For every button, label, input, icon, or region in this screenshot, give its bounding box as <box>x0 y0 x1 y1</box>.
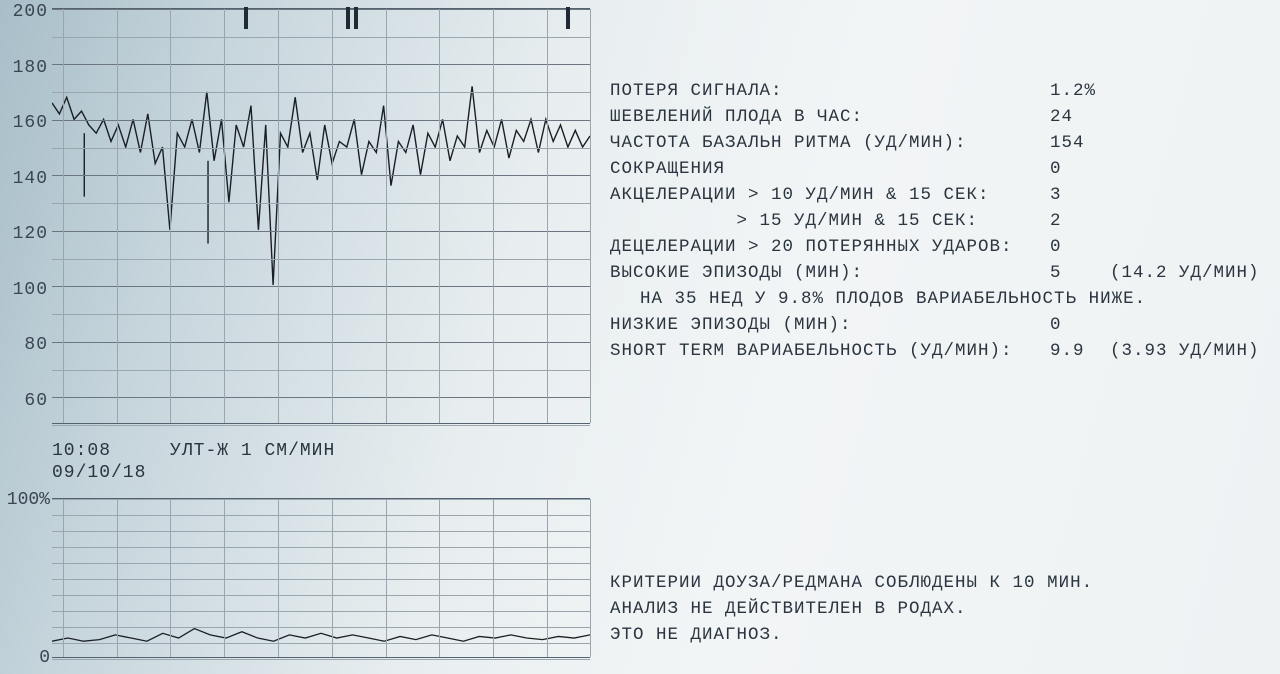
result-value: 3 <box>1050 182 1110 208</box>
result-extra <box>1110 130 1260 156</box>
result-row: ПОТЕРЯ СИГНАЛА:1.2% <box>610 78 1270 104</box>
result-label: ЧАСТОТА БАЗАЛЬН РИТМА (УД/МИН): <box>610 130 1050 156</box>
footer-line: АНАЛИЗ НЕ ДЕЙСТВИТЕЛЕН В РОДАХ. <box>610 596 1270 622</box>
result-extra: (14.2 УД/МИН) <box>1110 260 1260 286</box>
result-row: ВЫСОКИЕ ЭПИЗОДЫ (МИН):5(14.2 УД/МИН) <box>610 260 1270 286</box>
result-value: 1.2% <box>1050 78 1110 104</box>
result-value: 0 <box>1050 156 1110 182</box>
result-value: 24 <box>1050 104 1110 130</box>
ctg-printout: 200 180 160 140 120 100 80 60 10:08 УЛТ-… <box>0 0 1280 674</box>
event-tick <box>566 7 570 29</box>
ylabel: 200 <box>6 2 48 22</box>
ylabel: 180 <box>6 58 48 78</box>
footer-line: КРИТЕРИИ ДОУЗА/РЕДМАНА СОБЛЮДЕНЫ К 10 МИ… <box>610 570 1270 596</box>
charts-column: 200 180 160 140 120 100 80 60 10:08 УЛТ-… <box>0 0 600 674</box>
result-label: > 15 УД/МИН & 15 СЕК: <box>610 208 1050 234</box>
result-extra <box>1110 312 1260 338</box>
fhr-trace <box>52 9 590 423</box>
ylabel: 100 <box>6 280 48 300</box>
toco-chart <box>52 498 590 658</box>
footer-line: ЭТО НЕ ДИАГНОЗ. <box>610 622 1270 648</box>
recording-mode: УЛТ-Ж 1 СМ/МИН <box>170 441 335 461</box>
result-row: НИЗКИЕ ЭПИЗОДЫ (МИН):0 <box>610 312 1270 338</box>
result-row: > 15 УД/МИН & 15 СЕК:2 <box>610 208 1270 234</box>
result-row: SHORT TERM ВАРИАБЕЛЬНОСТЬ (УД/МИН):9.9(3… <box>610 338 1270 364</box>
result-row: СОКРАЩЕНИЯ0 <box>610 156 1270 182</box>
result-value: 0 <box>1050 312 1110 338</box>
result-row: ЧАСТОТА БАЗАЛЬН РИТМА (УД/МИН):154 <box>610 130 1270 156</box>
result-label: НИЗКИЕ ЭПИЗОДЫ (МИН): <box>610 312 1050 338</box>
result-label: ШЕВЕЛЕНИЙ ПЛОДА В ЧАС: <box>610 104 1050 130</box>
recording-date: 09/10/18 <box>52 463 146 483</box>
ylabel: 100% <box>0 490 50 510</box>
results-panel: ПОТЕРЯ СИГНАЛА:1.2%ШЕВЕЛЕНИЙ ПЛОДА В ЧАС… <box>610 78 1270 364</box>
result-extra <box>1110 104 1260 130</box>
fhr-chart <box>52 8 590 424</box>
event-tick <box>354 7 358 29</box>
result-value: 9.9 <box>1050 338 1110 364</box>
ylabel: 160 <box>6 113 48 133</box>
result-extra <box>1110 182 1260 208</box>
result-row: ДЕЦЕЛЕРАЦИИ > 20 ПОТЕРЯННЫХ УДАРОВ:0 <box>610 234 1270 260</box>
result-value: 5 <box>1050 260 1110 286</box>
ylabel: 120 <box>6 224 48 244</box>
recording-info: 10:08 УЛТ-Ж 1 СМ/МИН 09/10/18 <box>52 440 335 484</box>
result-extra <box>1110 156 1260 182</box>
recording-time: 10:08 <box>52 441 111 461</box>
result-label: ВЫСОКИЕ ЭПИЗОДЫ (МИН): <box>610 260 1050 286</box>
result-value: 0 <box>1050 234 1110 260</box>
event-tick <box>346 7 350 29</box>
result-extra <box>1110 78 1260 104</box>
result-label: ПОТЕРЯ СИГНАЛА: <box>610 78 1050 104</box>
event-tick <box>244 7 248 29</box>
result-label: ДЕЦЕЛЕРАЦИИ > 20 ПОТЕРЯННЫХ УДАРОВ: <box>610 234 1050 260</box>
result-extra: (3.93 УД/МИН) <box>1110 338 1260 364</box>
result-extra <box>1110 234 1260 260</box>
footer-notes: КРИТЕРИИ ДОУЗА/РЕДМАНА СОБЛЮДЕНЫ К 10 МИ… <box>610 570 1270 648</box>
result-value: 2 <box>1050 208 1110 234</box>
ylabel: 80 <box>6 335 48 355</box>
result-extra <box>1110 208 1260 234</box>
result-row: ШЕВЕЛЕНИЙ ПЛОДА В ЧАС:24 <box>610 104 1270 130</box>
toco-trace <box>52 499 590 657</box>
result-value: 154 <box>1050 130 1110 156</box>
result-label: SHORT TERM ВАРИАБЕЛЬНОСТЬ (УД/МИН): <box>610 338 1050 364</box>
result-label: АКЦЕЛЕРАЦИИ > 10 УД/МИН & 15 СЕК: <box>610 182 1050 208</box>
result-note: НА 35 НЕД У 9.8% ПЛОДОВ ВАРИАБЕЛЬНОСТЬ Н… <box>610 286 1270 312</box>
result-label: СОКРАЩЕНИЯ <box>610 156 1050 182</box>
ylabel: 140 <box>6 169 48 189</box>
ylabel: 60 <box>6 391 48 411</box>
ylabel: 0 <box>0 648 50 668</box>
result-row: АКЦЕЛЕРАЦИИ > 10 УД/МИН & 15 СЕК:3 <box>610 182 1270 208</box>
